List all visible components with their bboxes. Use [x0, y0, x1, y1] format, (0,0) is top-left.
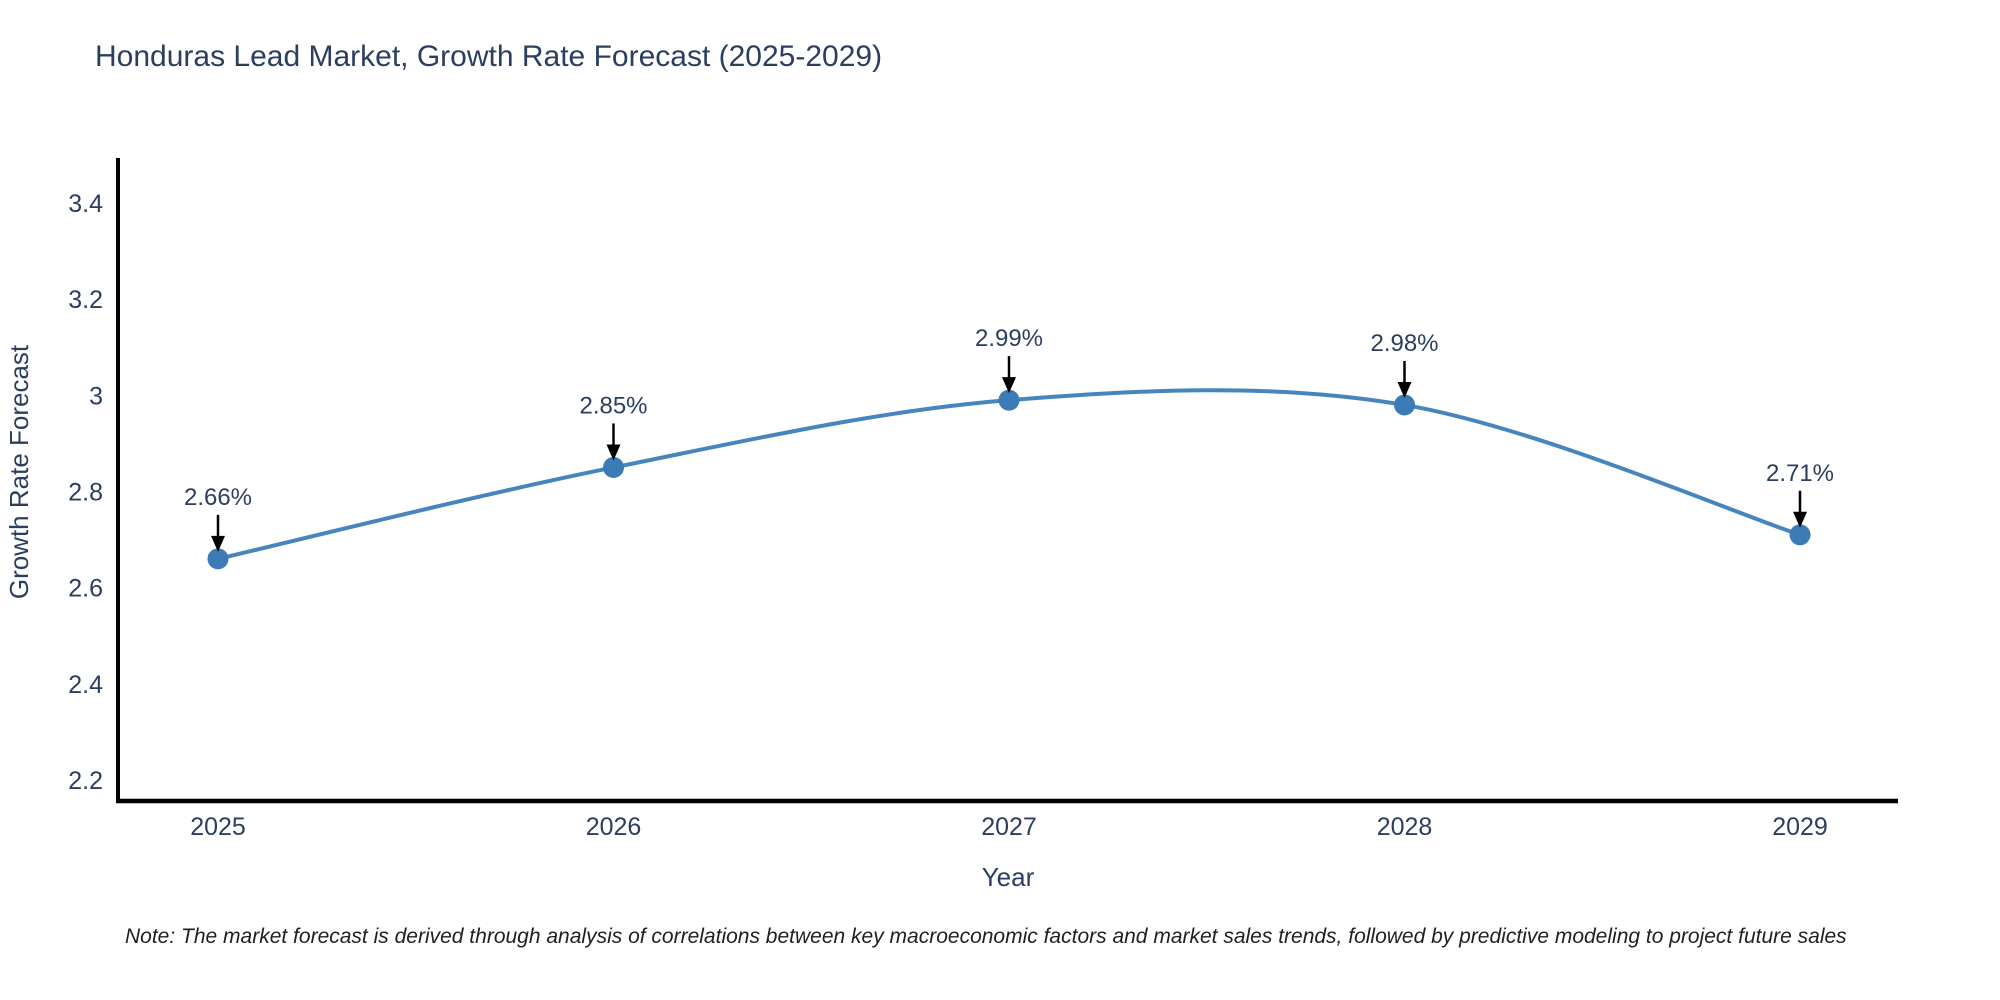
chart-title: Honduras Lead Market, Growth Rate Foreca…: [95, 40, 882, 73]
annotation-arrowhead-icon: [606, 444, 621, 461]
x-tick-label: 2026: [586, 813, 642, 841]
x-tick-label: 2025: [190, 813, 246, 841]
x-axis-tick-labels: 2025 2026 2027 2028 2029: [190, 813, 1828, 841]
y-axis-title: Growth Rate Forecast: [4, 344, 34, 599]
y-tick-label: 2.8: [68, 479, 103, 507]
annotation-arrowhead-icon: [1002, 377, 1016, 394]
y-axis-tick-labels: 3.4 3.2 3 2.8 2.6 2.4 2.2: [68, 190, 103, 795]
annotation: 2.85%: [579, 392, 648, 461]
annotation: 2.99%: [975, 325, 1043, 394]
data-point-marker: [603, 456, 624, 478]
data-point-markers: [207, 389, 1811, 570]
y-tick-label: 3.2: [68, 286, 103, 314]
x-axis-title: Year: [982, 862, 1035, 892]
annotation-label: 2.99%: [975, 325, 1043, 352]
x-tick-label: 2027: [981, 813, 1037, 841]
y-tick-label: 3: [89, 382, 103, 410]
annotation-label: 2.71%: [1766, 460, 1834, 487]
data-point-marker: [1394, 394, 1415, 416]
data-point-marker: [207, 548, 229, 570]
y-tick-label: 2.4: [68, 671, 103, 699]
x-tick-label: 2029: [1772, 813, 1828, 841]
annotation-label: 2.85%: [579, 392, 647, 419]
annotation: 2.71%: [1766, 460, 1834, 528]
annotation: 2.98%: [1370, 330, 1439, 398]
annotation-label: 2.66%: [184, 484, 252, 511]
y-tick-label: 2.2: [68, 767, 103, 795]
forecast-spline-line: [217, 388, 1801, 561]
annotation-arrowhead-icon: [211, 535, 225, 552]
point-annotations: 2.66% 2.85% 2.99% 2.98% 2.71%: [184, 325, 1834, 552]
annotation: 2.66%: [184, 484, 252, 552]
annotation-label: 2.98%: [1370, 330, 1438, 357]
data-point-marker: [998, 389, 1020, 411]
y-tick-label: 2.6: [68, 575, 103, 603]
x-tick-label: 2028: [1377, 813, 1433, 841]
y-tick-label: 3.4: [68, 190, 103, 218]
footnote: Note: The market forecast is derived thr…: [125, 925, 1847, 948]
annotation-arrowhead-icon: [1793, 511, 1807, 528]
annotation-arrowhead-icon: [1397, 381, 1412, 398]
data-point-marker: [1789, 524, 1811, 546]
